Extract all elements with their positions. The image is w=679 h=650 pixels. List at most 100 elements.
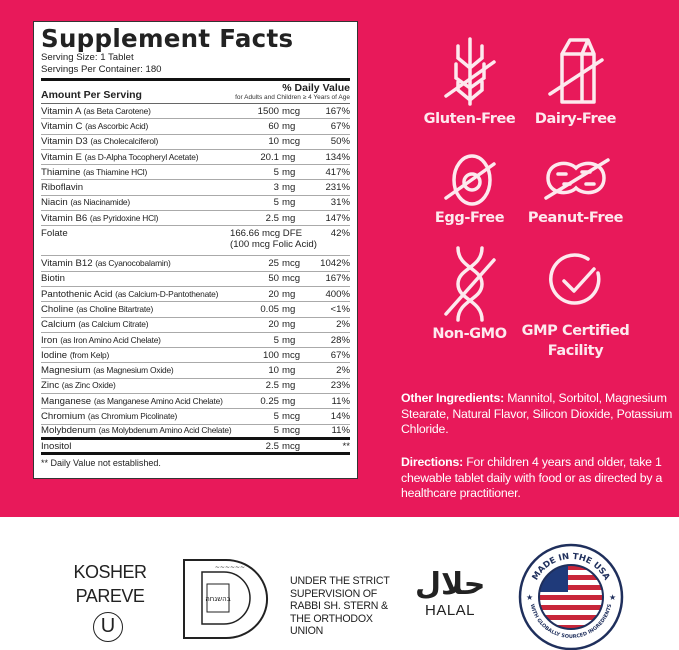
badge-label: GMP Certified [521, 323, 630, 339]
nutrient-dv: 147% [325, 212, 350, 224]
other-ingredients: Other Ingredients: Mannitol, Sorbitol, M… [401, 391, 676, 438]
nutrient-name: Niacin (as Niacinamide) [41, 197, 130, 209]
nutrient-source: (as Choline Bitartrate) [76, 303, 154, 314]
nutrient-row: Vitamin B6 (as Pyridoxine HCl) 2.5 mg 147% [41, 211, 350, 227]
nutrient-amount: 0.05 [260, 303, 279, 315]
supervision-line: UNDER THE STRICT [290, 575, 390, 587]
nutrient-unit: mg [282, 303, 296, 315]
nutrient-amount: 5 [273, 166, 279, 178]
nutrient-row: Vitamin A (as Beta Carotene) 1500 mcg 167% [41, 104, 350, 120]
badge-label-line2: Facility [547, 343, 604, 359]
nutrient-row: Biotin 50 mcg 167% [41, 272, 350, 287]
nutrient-source: (as Thiamine HCl) [83, 166, 148, 177]
dv-subheader: for Adults and Children ≥ 4 Years of Age [235, 94, 350, 101]
nutrient-row: Calcium (as Calcium Citrate) 20 mg 2% [41, 318, 350, 333]
badge-gluten-free: Gluten-Free [412, 34, 527, 129]
table-header: Amount Per Serving % Daily Value for Adul… [41, 81, 350, 104]
nutrient-dv: 134% [325, 151, 350, 163]
supervision-line: THE ORTHODOX [290, 612, 373, 625]
d-kosher-logo: בהשגחה ~~~~~~ [183, 559, 268, 639]
nutrient-amount: 5 [273, 334, 279, 346]
nutrient-dv: 167% [325, 105, 350, 117]
nutrient-unit: mcg [282, 440, 301, 452]
nutrient-row: Vitamin D3 (as Cholecalciferol) 10 mcg 50% [41, 135, 350, 150]
nutrient-unit: mg [282, 319, 296, 331]
nutrient-source: (as Beta Carotene) [83, 105, 151, 116]
nutrient-row: Chromium (as Chromium Picolinate) 5 mcg 14% [41, 409, 350, 425]
supplement-facts-label: Supplement Facts Serving Size: 1 Tablet … [33, 21, 358, 479]
nutrient-row: Inositol 2.5 mcg ** [41, 440, 350, 456]
supervision-line: RABBI SH. STERN & [290, 600, 388, 612]
nutrient-dv: ** [342, 440, 350, 452]
nutrient-unit: mcg [282, 258, 301, 270]
nutrient-dv: <1% [330, 303, 350, 315]
nutrient-amount: 20 [268, 319, 279, 331]
nutrient-dv: 11% [331, 425, 351, 437]
nutrient-name: Inositol [41, 440, 72, 452]
nutrient-source: (as Chromium Picolinate) [87, 410, 178, 421]
nutrient-row: Vitamin C (as Ascorbic Acid) 60 mg 67% [41, 119, 350, 135]
ou-symbol-icon: U [93, 612, 123, 642]
badge-label: Gluten-Free [423, 111, 516, 127]
nutrient-source: (as Pyridoxine HCl) [89, 212, 159, 223]
nutrient-name: Vitamin B12 (as Cyanocobalamin) [41, 258, 171, 270]
nutrient-dv: 14% [330, 410, 350, 422]
nutrient-source: (as Calcium Citrate) [78, 319, 149, 330]
nutrient-unit: mcg [282, 425, 301, 437]
nutrient-source: (from Kelp) [69, 349, 110, 360]
nutrient-name: Riboflavin [41, 182, 84, 194]
pareve-text: PAREVE [75, 586, 145, 606]
nutrient-row: Iodine (from Kelp) 100 mcg 67% [41, 348, 350, 364]
nutrient-source: (as Molybdenum Amino Acid Chelate) [98, 425, 232, 436]
nutrient-row: Pantothenic Acid (as Calcium-D-Pantothen… [41, 287, 350, 303]
nutrient-name: Choline (as Choline Bitartrate) [41, 303, 154, 315]
nutrient-amount: 25 [268, 258, 279, 270]
nutrient-name: Vitamin E (as D-Alpha Tocopheryl Acetate… [41, 151, 199, 163]
badge-peanut-free: Peanut-Free [518, 150, 633, 228]
nutrient-amount: 10 [268, 136, 279, 148]
nutrient-name: Folate [41, 228, 68, 240]
nutrient-unit: mg [282, 288, 296, 300]
peanut-crossed-icon [543, 158, 610, 200]
supervision-line: SUPERVISION OF [290, 587, 378, 600]
badge-gmp-certified: GMP Certified Facility [512, 247, 639, 361]
nutrient-row: Iron (as Iron Amino Acid Chelate) 5 mg 28% [41, 333, 350, 349]
svg-text:★: ★ [526, 593, 533, 602]
nutrient-dv: 1042% [320, 258, 350, 270]
nutrient-row: Niacin (as Niacinamide) 5 mg 31% [41, 196, 350, 212]
nutrient-source: (as Cyanocobalamin) [95, 258, 171, 269]
directions: Directions: For children 4 years and old… [401, 455, 676, 502]
nutrient-dv: 417% [325, 166, 350, 178]
nutrient-amount: 0.25 [260, 395, 279, 407]
nutrient-dv: 231% [325, 182, 350, 194]
nutrient-unit: mg [282, 182, 296, 194]
nutrient-row: Zinc (as Zinc Oxide) 2.5 mg 23% [41, 379, 350, 395]
nutrient-name: Molybdenum (as Molybdenum Amino Acid Che… [41, 425, 232, 437]
svg-text:~~~~~~: ~~~~~~ [215, 564, 245, 571]
supervision-text: UNDER THE STRICT SUPERVISION OF RABBI SH… [290, 575, 390, 638]
nutrient-name: Iodine (from Kelp) [41, 349, 110, 361]
made-in-usa-badge: MADE IN THE USA WITH GLOBALLY SOURCED IN… [518, 543, 624, 650]
amount-header: Amount Per Serving [41, 89, 142, 101]
nutrient-unit: mg [282, 120, 296, 132]
nutrient-amount: 20.1 [260, 151, 279, 163]
footnote: ** Daily Value not established. [41, 458, 161, 469]
nutrient-row: Vitamin E (as D-Alpha Tocopheryl Acetate… [41, 150, 350, 166]
nutrient-dv: 28% [330, 334, 350, 346]
nutrient-unit: mg [282, 380, 296, 392]
badge-label: Dairy-Free [534, 111, 617, 127]
nutrient-amount: 100 [262, 349, 279, 361]
nutrient-row: Vitamin B12 (as Cyanocobalamin) 25 mcg 1042… [41, 256, 350, 272]
check-circle-icon [548, 253, 600, 305]
nutrient-amount: 2.5 [265, 440, 279, 452]
nutrient-dv: 31% [330, 197, 350, 209]
nutrient-amount: 10 [268, 365, 279, 377]
egg-crossed-icon [443, 154, 496, 206]
nutrient-source: (as Iron Amino Acid Chelate) [60, 334, 161, 345]
nutrient-unit: mcg [282, 105, 301, 117]
badge-dairy-free: Dairy-Free [518, 34, 633, 129]
nutrient-unit: mcg [282, 136, 301, 148]
supervision-line: UNION [290, 625, 324, 637]
nutrient-unit: mg [282, 212, 296, 224]
nutrient-unit: mg [282, 334, 296, 346]
